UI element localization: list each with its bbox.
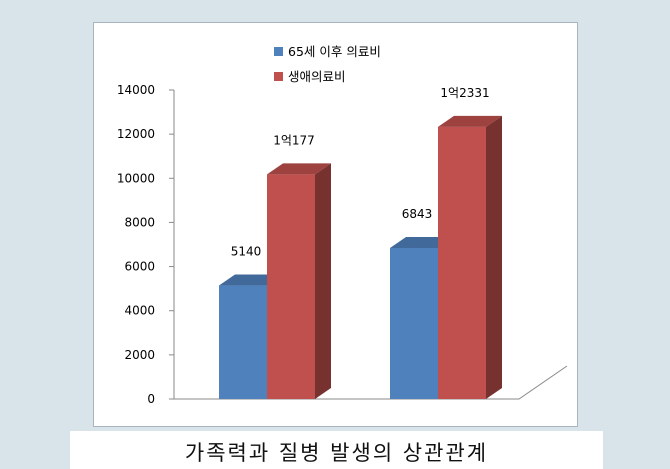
chart-frame: 0 2000 4000 6000 8000 10000 12000 14000 5140 684… bbox=[93, 22, 578, 427]
y-tick-label: 14000 bbox=[117, 83, 155, 97]
y-tick-label: 6000 bbox=[124, 260, 155, 274]
bar-side bbox=[486, 115, 502, 399]
bar-red-1 bbox=[267, 163, 331, 399]
data-label: 6843 bbox=[402, 207, 433, 221]
y-tick-label: 10000 bbox=[117, 171, 155, 185]
bar-red-2 bbox=[438, 115, 502, 399]
chart-caption: 가족력과 질병 발생의 상관관계 bbox=[184, 441, 489, 465]
bar-front bbox=[219, 285, 267, 399]
bar-top bbox=[438, 115, 502, 127]
data-label: 1억177 bbox=[273, 133, 315, 147]
bar-front bbox=[267, 174, 315, 399]
caption-bar: 가족력과 질병 발생의 상관관계 bbox=[70, 431, 603, 469]
bar-front bbox=[438, 126, 486, 399]
bar-chart: 0 2000 4000 6000 8000 10000 12000 14000 5140 684… bbox=[117, 44, 568, 406]
bar-top bbox=[267, 163, 331, 175]
y-tick-label: 12000 bbox=[117, 127, 155, 141]
y-tick-label: 0 bbox=[147, 392, 155, 406]
legend-swatch bbox=[274, 47, 283, 56]
data-label: 1억2331 bbox=[440, 86, 489, 100]
legend-swatch bbox=[274, 72, 283, 81]
bar-front bbox=[390, 247, 438, 399]
y-tick-label: 2000 bbox=[124, 348, 155, 362]
legend-entry: 생애의료비 bbox=[288, 69, 346, 84]
y-tick-label: 4000 bbox=[124, 304, 155, 318]
legend-entry: 65세 이후 의료비 bbox=[288, 44, 381, 59]
data-label: 5140 bbox=[231, 245, 262, 259]
bar-side bbox=[315, 163, 331, 399]
y-tick-label: 8000 bbox=[124, 215, 155, 229]
